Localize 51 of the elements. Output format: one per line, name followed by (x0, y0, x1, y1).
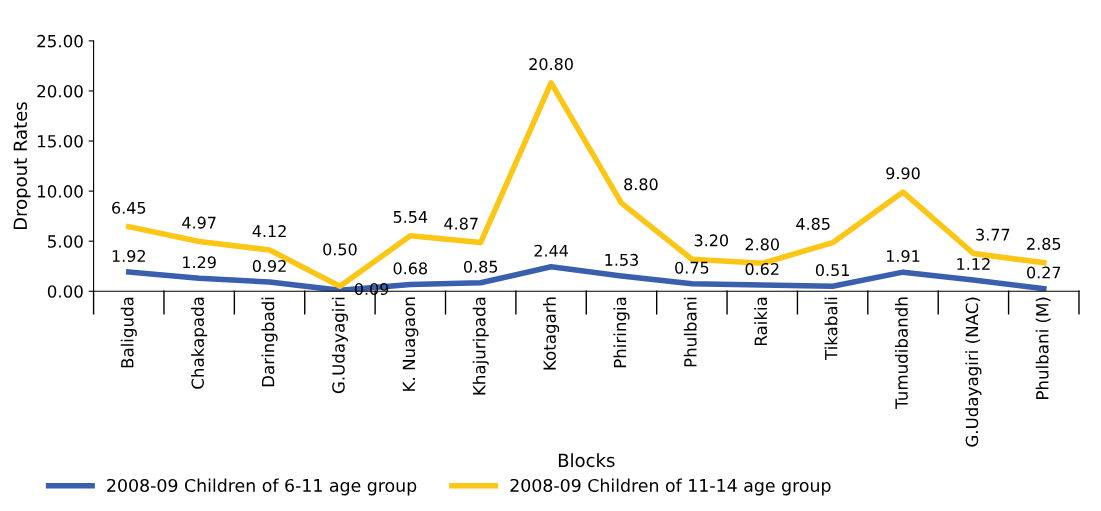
data-label: 0.75 (675, 261, 709, 274)
data-label: 4.12 (252, 225, 286, 237)
data-label: 0.92 (252, 259, 286, 273)
data-label: 0.27 (1027, 266, 1061, 279)
data-label: 0.85 (463, 260, 498, 273)
data-label: 0.62 (745, 262, 779, 276)
data-label: 2.80 (745, 238, 779, 251)
x-tick-label: Tikabali (824, 297, 838, 361)
x-axis-title: Blocks (558, 453, 615, 468)
legend-label: 2008-09 Children of 11-14 age group (510, 478, 831, 496)
data-label: 1.92 (112, 249, 145, 262)
y-tick-label: 20.00 (37, 84, 83, 98)
data-label: 2.44 (534, 244, 568, 257)
x-tick-label: Kotagarh (543, 297, 560, 370)
data-label: 9.90 (886, 167, 920, 180)
data-label: 6.45 (112, 201, 146, 214)
y-tick-label: 0.00 (47, 285, 83, 298)
legend-label: 2008-09 Children of 6-11 age group (107, 478, 417, 496)
data-label: 4.97 (182, 216, 216, 229)
x-tick-label: G.Udayagiri (NAC) (965, 297, 982, 447)
data-label: 20.80 (529, 58, 573, 71)
x-tick-label: Phulbani (M) (1035, 297, 1051, 399)
data-label: 5.54 (393, 211, 428, 223)
x-tick-label: K. Nuagaon (402, 297, 419, 391)
data-label: 1.91 (886, 250, 920, 263)
x-tick-label: Tumudibandh (894, 297, 908, 409)
data-label: 0.50 (323, 243, 357, 256)
data-label: 3.77 (976, 228, 1010, 241)
data-label: 8.80 (624, 178, 658, 191)
y-axis-title: Dropout Rates (13, 102, 31, 230)
data-label: 2.85 (1027, 237, 1061, 250)
data-label: 4.87 (444, 217, 478, 230)
x-tick-label: Phiringia (613, 297, 630, 368)
x-tick-label: Daringbadi (261, 297, 278, 387)
x-tick-label: Phulbani (683, 297, 697, 367)
data-label: 1.12 (957, 257, 990, 270)
data-label: 4.85 (796, 217, 830, 230)
data-label: 1.29 (183, 256, 216, 269)
data-label: 0.68 (393, 262, 428, 275)
x-tick-label: G.Udayagiri (331, 297, 348, 394)
x-tick-label: Khajuripada (472, 297, 489, 395)
data-label: 0.51 (815, 264, 849, 277)
x-tick-label: Raikia (754, 297, 768, 346)
data-label: 3.20 (694, 234, 729, 247)
y-tick-label: 15.00 (37, 135, 83, 148)
y-tick-label: 25.00 (37, 34, 83, 48)
data-label: 1.53 (605, 253, 638, 266)
x-tick-label: Baliguda (120, 297, 137, 368)
x-tick-label: Chakapada (191, 297, 208, 389)
y-tick-label: 10.00 (37, 185, 83, 198)
y-tick-label: 5.00 (48, 235, 83, 248)
